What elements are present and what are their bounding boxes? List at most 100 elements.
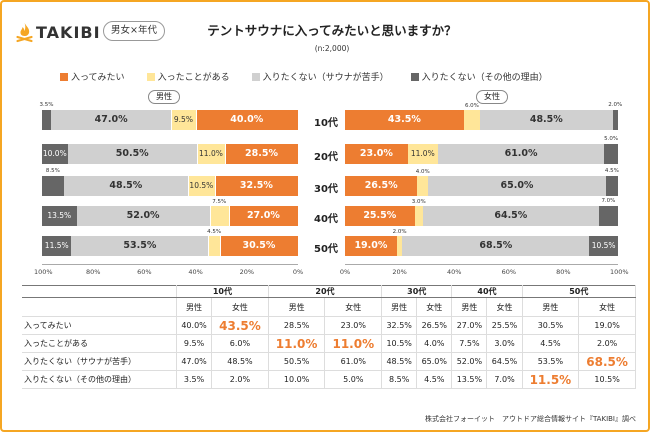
data-label: 30.5% [242, 240, 276, 251]
table-cell: 3.5% [175, 370, 213, 389]
table-cell: 65.0% [416, 352, 453, 371]
table-row: 入りたくない（サウナが苦手） 47.0% 48.5% 50.5% 61.0% 48.5% 6… [22, 352, 636, 371]
table-sex-header: 男性 女性 男性 女性 男性 女性 男性 女性 男性 女性 [22, 297, 636, 317]
table-cell: 50.5% [267, 352, 326, 371]
data-label: 25.5% [363, 210, 397, 221]
bar-segment [71, 236, 210, 256]
x-tick-label: 80% [85, 268, 101, 276]
data-label: 11.0% [410, 149, 435, 158]
bar-segment [42, 206, 77, 226]
bar-segment [42, 236, 72, 256]
table-cell: 4.5% [521, 334, 580, 353]
data-label: 10.5% [189, 181, 214, 190]
panel-label-male: 男性 [148, 90, 180, 104]
age-category-label: 50代 [314, 244, 338, 255]
panel-label-female: 女性 [476, 90, 508, 104]
table-cell: 7.5% [451, 334, 488, 353]
table-cell: 4.0% [416, 334, 453, 353]
x-tick-label: 20% [392, 268, 407, 276]
bar-segment [605, 176, 618, 196]
data-label: 11.5% [44, 241, 69, 250]
bar-segment [208, 236, 221, 256]
table-sex-cell: 女性 [578, 297, 636, 317]
data-label: 27.0% [246, 210, 280, 221]
x-tick-label: 0% [292, 268, 304, 276]
x-tick-label: 100% [610, 268, 629, 276]
chart-legend: 入ってみたい 入ったことがある 入りたくない（サウナが苦手） 入りたくない（その… [60, 70, 570, 83]
bar-segment [171, 110, 197, 130]
legend-swatch [60, 72, 68, 81]
bar-segment [42, 110, 51, 130]
table-cell: 61.0% [324, 352, 383, 371]
x-tick-label: 80% [556, 268, 571, 276]
age-category-label: 40代 [314, 214, 338, 225]
legend-item-other-reason: 入りたくない（その他の理由） [410, 70, 548, 83]
table-row-label: 入りたくない（サウナが苦手） [22, 352, 177, 371]
table-sex-cell: 男性 [451, 297, 488, 317]
table-body: 入ってみたい 40.0% 43.5% 28.5% 23.0% 32.5% 26.5% 27.0… [22, 316, 636, 389]
x-axis-line [42, 264, 298, 265]
table-cell: 8.5% [381, 370, 418, 389]
x-tick-label: 0% [339, 268, 351, 276]
data-label: 50.5% [115, 148, 149, 159]
bar-segment [612, 110, 618, 130]
table-cell: 26.5% [416, 316, 453, 335]
legend-item-been: 入ったことがある [146, 70, 230, 83]
table-cell: 47.0% [175, 352, 213, 371]
x-tick-label: 40% [188, 268, 203, 276]
bar-segment [42, 176, 64, 196]
table-age-header: 10代 20代 30代 40代 50代 [22, 285, 637, 298]
legend-label: 入りたくない（サウナが苦手） [262, 73, 389, 83]
table-corner [22, 285, 177, 298]
table-cell: 10.0% [267, 370, 326, 389]
data-label: 65.0% [500, 180, 534, 191]
bar-segment [219, 236, 299, 256]
data-label: 52.0% [126, 210, 160, 221]
data-label: 61.0% [504, 148, 538, 159]
data-label: 10.0% [42, 149, 67, 158]
data-label: 47.0% [94, 114, 128, 125]
table-sex-cell: 女性 [324, 297, 383, 317]
data-label: 53.5% [123, 240, 157, 251]
table-cell: 53.5% [521, 352, 580, 371]
bar-segment [187, 176, 216, 196]
table-row-label: 入ったことがある [22, 334, 177, 353]
legend-swatch [410, 72, 419, 81]
brand-logo: TAKIBI [16, 22, 101, 43]
table-sex-cell: 女性 [486, 297, 523, 317]
table-cell: 48.5% [381, 352, 418, 371]
legend-label: 入りたくない（その他の理由） [421, 73, 548, 83]
table-sex-cell: 男性 [521, 297, 580, 317]
data-label: 11.0% [199, 149, 223, 158]
data-label: 10.5% [591, 241, 616, 250]
table-cell: 64.5% [486, 352, 523, 371]
x-tick-label: 60% [501, 268, 517, 276]
data-label: 9.5% [173, 115, 193, 124]
bar-segment [63, 176, 189, 196]
bar-segment [225, 144, 299, 164]
data-label: 6.0% [464, 103, 479, 109]
data-label: 3.5% [39, 102, 54, 108]
bar-segment [196, 144, 227, 164]
data-table: 10代 20代 30代 40代 50代 男性 女性 男性 女性 男性 女性 男性… [22, 285, 637, 389]
bar-segment [604, 144, 618, 164]
data-label: 5.0% [604, 136, 619, 142]
bar-segment [195, 110, 299, 130]
data-label: 4.0% [415, 169, 430, 175]
bar-segment [42, 144, 68, 164]
table-cell: 25.5% [486, 316, 523, 335]
data-label: 28.5% [245, 148, 278, 159]
legend-swatch [146, 72, 155, 81]
table-cell: 2.0% [211, 370, 269, 389]
data-label: 26.5% [364, 180, 398, 191]
data-label: 2.0% [392, 229, 407, 235]
table-sex-cell: 男性 [175, 297, 213, 317]
source-credit: 株式会社フォーイット アウトドア総合情報サイト『TAKIBI』調べ [424, 415, 636, 423]
legend-swatch [251, 72, 260, 81]
bar-segment [214, 176, 299, 196]
table-cell: 30.5% [521, 316, 580, 335]
x-tick-label: 100% [34, 268, 53, 276]
table-age-cell: 20代 [267, 285, 383, 298]
table-row-label: 入ってみたい [22, 316, 177, 335]
data-label: 64.5% [494, 210, 528, 221]
